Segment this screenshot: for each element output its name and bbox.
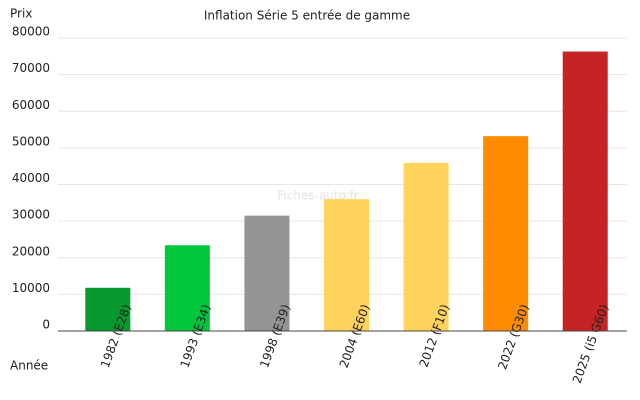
bar bbox=[324, 199, 369, 331]
y-tick-label: 50000 bbox=[12, 134, 50, 148]
y-tick-label: 30000 bbox=[12, 208, 50, 222]
x-axis-label: Année bbox=[10, 359, 48, 373]
y-tick-label: 0 bbox=[42, 318, 50, 332]
y-tick-label: 40000 bbox=[12, 171, 50, 185]
bar bbox=[562, 51, 608, 332]
y-tick-label: 20000 bbox=[12, 244, 50, 258]
bar bbox=[483, 136, 529, 331]
y-tick-label: 80000 bbox=[12, 25, 50, 39]
y-tick-label: 10000 bbox=[12, 281, 50, 295]
chart-title: Inflation Série 5 entrée de gamme bbox=[204, 9, 410, 23]
bar bbox=[403, 162, 449, 331]
watermark: Fiches-auto.fr bbox=[277, 189, 358, 203]
y-tick-label: 70000 bbox=[12, 61, 50, 75]
y-tick-label: 60000 bbox=[12, 98, 50, 112]
bar bbox=[244, 215, 290, 331]
y-axis-label: Prix bbox=[10, 7, 32, 21]
bar bbox=[85, 287, 131, 331]
bar bbox=[164, 245, 210, 331]
